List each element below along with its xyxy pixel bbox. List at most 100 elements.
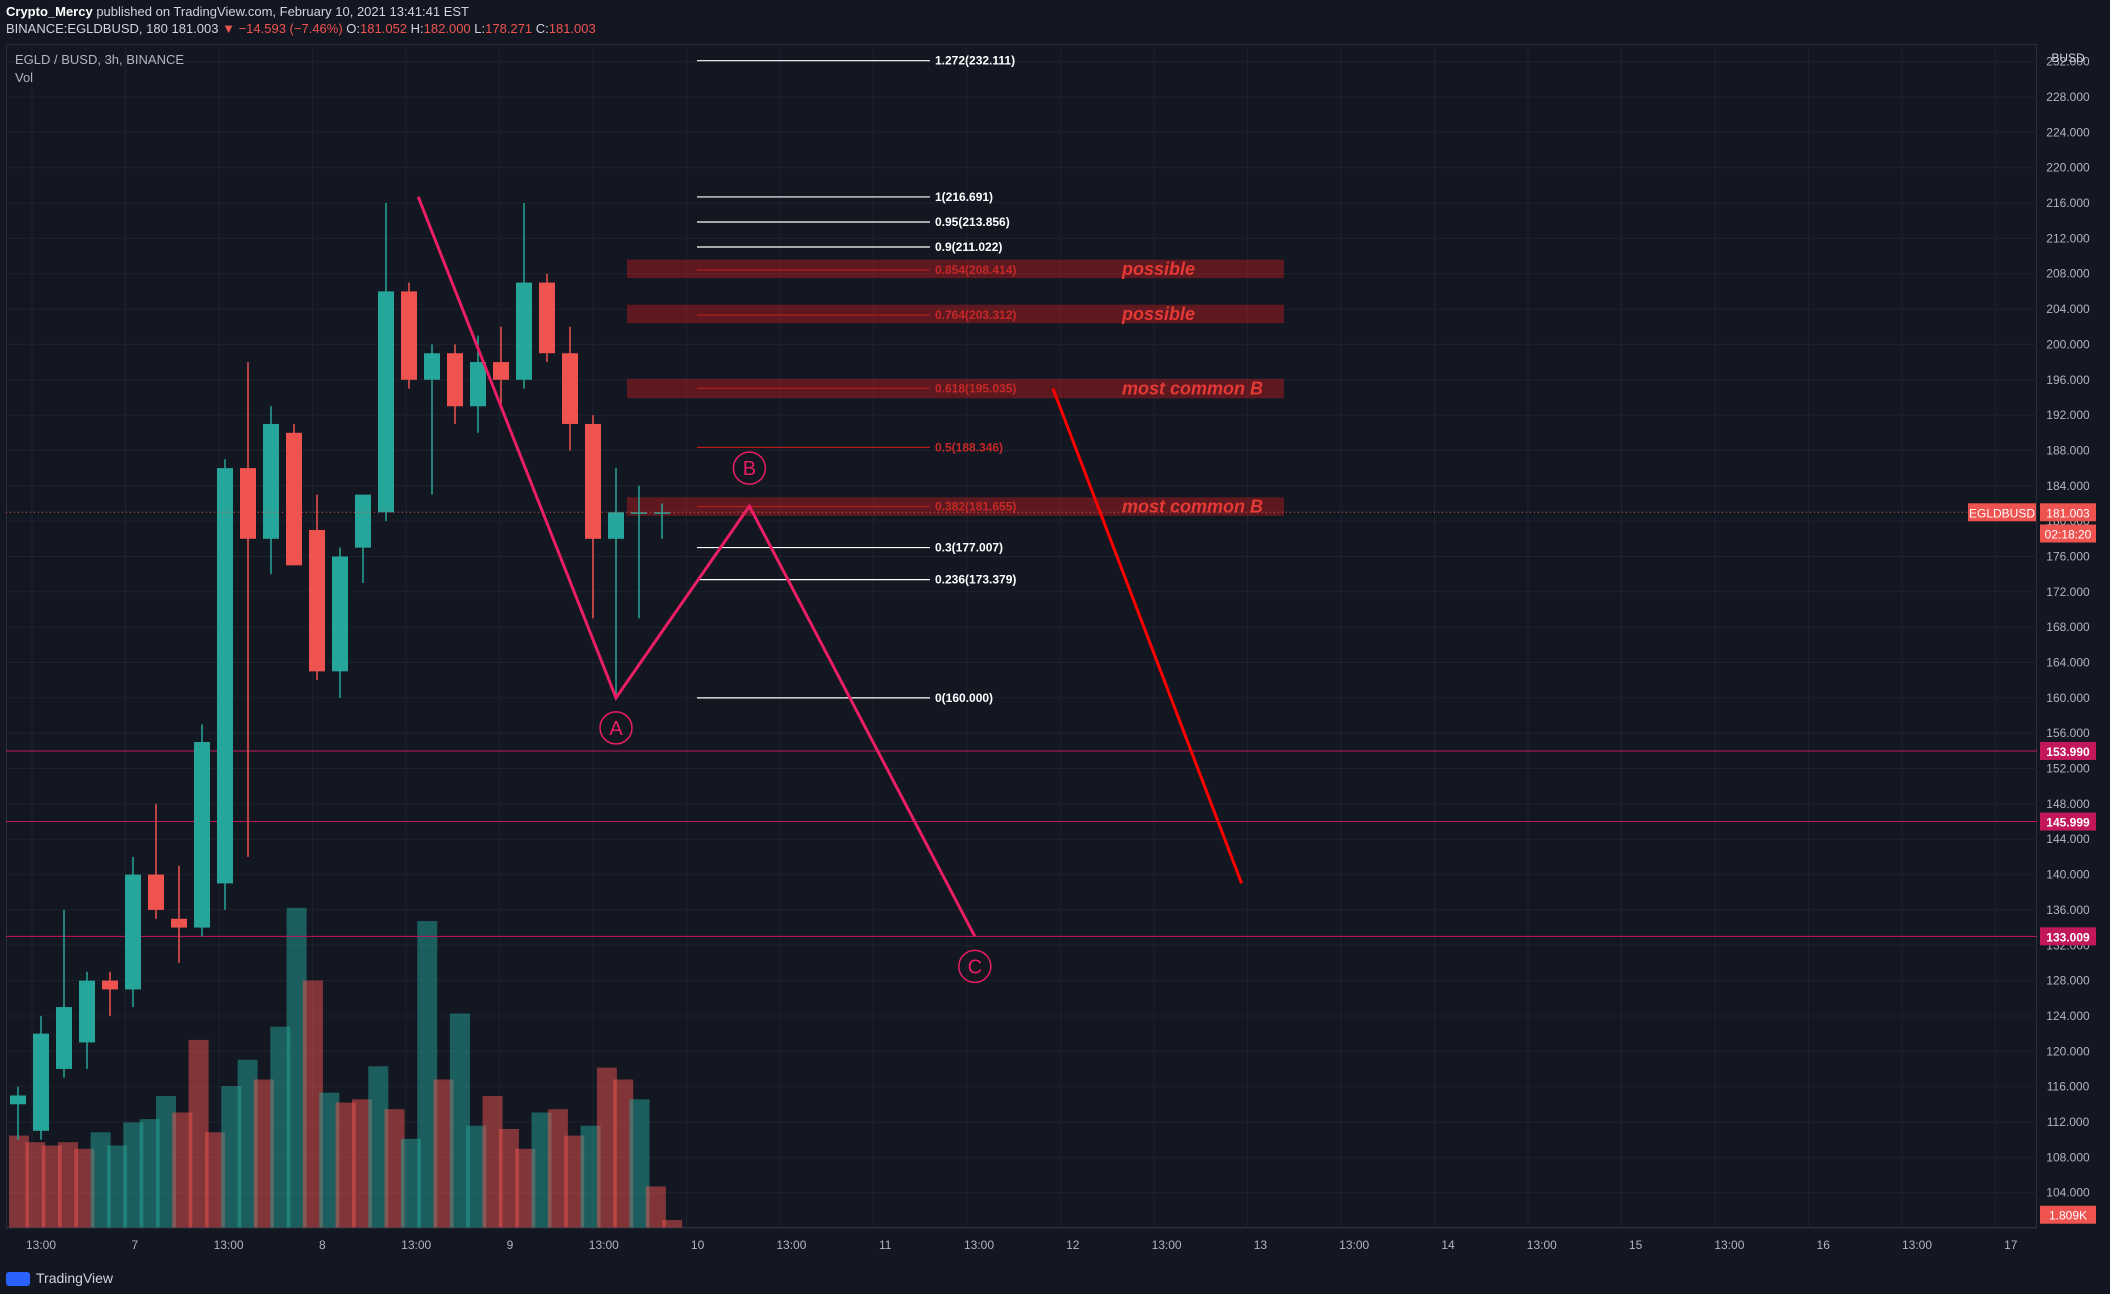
wave-circle — [599, 711, 633, 745]
price-tick: 112.000 — [2047, 1115, 2090, 1129]
volume-bar — [662, 1220, 683, 1228]
candle-body — [585, 423, 601, 539]
price-tick: 148.000 — [2046, 797, 2090, 811]
time-tick: 13:00 — [776, 1238, 806, 1252]
tradingview-logo[interactable]: TradingView — [6, 1270, 114, 1287]
open-value: 181.052 — [360, 21, 408, 36]
volume-bar — [368, 1066, 389, 1228]
price-tick: 204.000 — [2046, 302, 2090, 316]
brand-name: TradingView — [36, 1270, 114, 1286]
time-tick: 13:00 — [214, 1238, 244, 1252]
candle-body — [102, 980, 118, 990]
price-tick: 196.000 — [2046, 373, 2090, 387]
chart-header: Crypto_Mercy published on TradingView.co… — [0, 0, 2110, 42]
close-value: 181.003 — [548, 21, 596, 36]
time-tick: 13:00 — [589, 1238, 619, 1252]
tradingview-logo-icon — [6, 1272, 30, 1287]
price-tick: 124.000 — [2046, 1009, 2090, 1023]
price-tag-text: 02:18:20 — [2045, 528, 2092, 542]
volume-bar — [629, 1099, 650, 1228]
price-change: −14.593 (−7.46%) — [238, 21, 343, 36]
candle-body — [332, 556, 348, 672]
price-tick: 176.000 — [2046, 549, 2090, 563]
time-tick: 7 — [131, 1238, 138, 1252]
volume-bar — [335, 1102, 356, 1228]
volume-legend[interactable]: Vol — [15, 70, 34, 85]
candle-body — [424, 353, 440, 380]
fib-level-label: 1.272(232.111) — [935, 54, 1015, 68]
price-tick: 136.000 — [2046, 903, 2090, 917]
symbol-legend[interactable]: EGLD / BUSD, 3h, BINANCE — [15, 52, 185, 67]
candle-body — [171, 918, 187, 928]
time-tick: 15 — [1629, 1238, 1643, 1252]
candle-body — [79, 980, 95, 1043]
low-value: 178.271 — [485, 21, 533, 36]
volume-bar — [351, 1099, 372, 1228]
price-tick: 144.000 — [2046, 832, 2090, 846]
price-tick: 200.000 — [2046, 337, 2090, 351]
volume-bar — [41, 1145, 62, 1228]
candle-body — [378, 291, 394, 513]
price-tick: 128.000 — [2046, 974, 2090, 988]
volume-bar — [253, 1079, 274, 1228]
support-tag-text: 145.999 — [2046, 816, 2090, 830]
candle-body — [654, 512, 670, 514]
candle-body — [10, 1095, 26, 1105]
price-tick: 208.000 — [2046, 267, 2090, 281]
time-tick: 11 — [879, 1238, 892, 1252]
time-tick: 13:00 — [401, 1238, 431, 1252]
volume-bar — [302, 980, 323, 1228]
volume-bar — [237, 1059, 258, 1228]
price-tick: 228.000 — [2046, 90, 2090, 104]
price-tick: 192.000 — [2046, 408, 2090, 422]
symbol-tag — [1968, 503, 2036, 522]
volume-bar — [400, 1138, 421, 1228]
wave-label: A — [609, 718, 623, 740]
footer: TradingView — [0, 1262, 2110, 1294]
ohlc-line: BINANCE:EGLDBUSD, 180 181.003 ▼ −14.593 … — [6, 21, 596, 36]
volume-bar — [139, 1119, 160, 1228]
candle-body — [608, 512, 624, 539]
grid — [6, 44, 2037, 1228]
fib-level-label: 0.618(195.035) — [935, 381, 1016, 395]
candle-body — [309, 529, 325, 672]
price-tick: 216.000 — [2046, 196, 2090, 210]
price-tick: 104.000 — [2046, 1186, 2090, 1200]
wave-label: C — [968, 956, 982, 978]
open-label: O: — [346, 21, 361, 36]
time-tick: 17 — [2004, 1238, 2018, 1252]
time-tick: 13:00 — [1714, 1238, 1744, 1252]
price-tick: 116.000 — [2047, 1080, 2090, 1094]
publish-info: published on TradingView.com, February 1… — [92, 4, 469, 19]
author-name[interactable]: Crypto_Mercy — [6, 4, 93, 19]
volume-bar — [90, 1132, 111, 1228]
volume-bar — [106, 1145, 127, 1228]
volume-bar — [319, 1092, 340, 1228]
fib-level-label: 0.854(208.414) — [935, 263, 1016, 277]
price-tick: 220.000 — [2046, 161, 2090, 175]
time-tick: 13:00 — [1152, 1238, 1182, 1252]
support-tag-text: 153.990 — [2046, 745, 2090, 759]
volume-bar — [466, 1125, 487, 1228]
price-tag-text: 1.809K — [2049, 1209, 2087, 1223]
volume-bar — [57, 1142, 78, 1228]
fib-level-label: 0.764(203.312) — [935, 308, 1016, 322]
volume-bar — [613, 1079, 634, 1228]
volume-bar — [417, 921, 438, 1228]
zone-label: most common B — [1122, 497, 1263, 517]
candle-body — [240, 468, 256, 539]
volume-bar — [204, 1132, 225, 1228]
volume-bar — [515, 1148, 536, 1228]
price-tag — [2040, 524, 2096, 543]
candle-body — [194, 742, 210, 928]
support-tag — [2040, 927, 2096, 946]
high-label: H: — [410, 21, 424, 36]
support-tag — [2040, 812, 2096, 831]
zone-band — [627, 497, 1284, 516]
wave-circle — [732, 451, 767, 485]
time-tick: 14 — [1441, 1238, 1455, 1252]
candle-body — [516, 282, 532, 380]
candle-body — [493, 362, 509, 380]
fib-level-label: 0.3(177.007) — [935, 541, 1003, 555]
